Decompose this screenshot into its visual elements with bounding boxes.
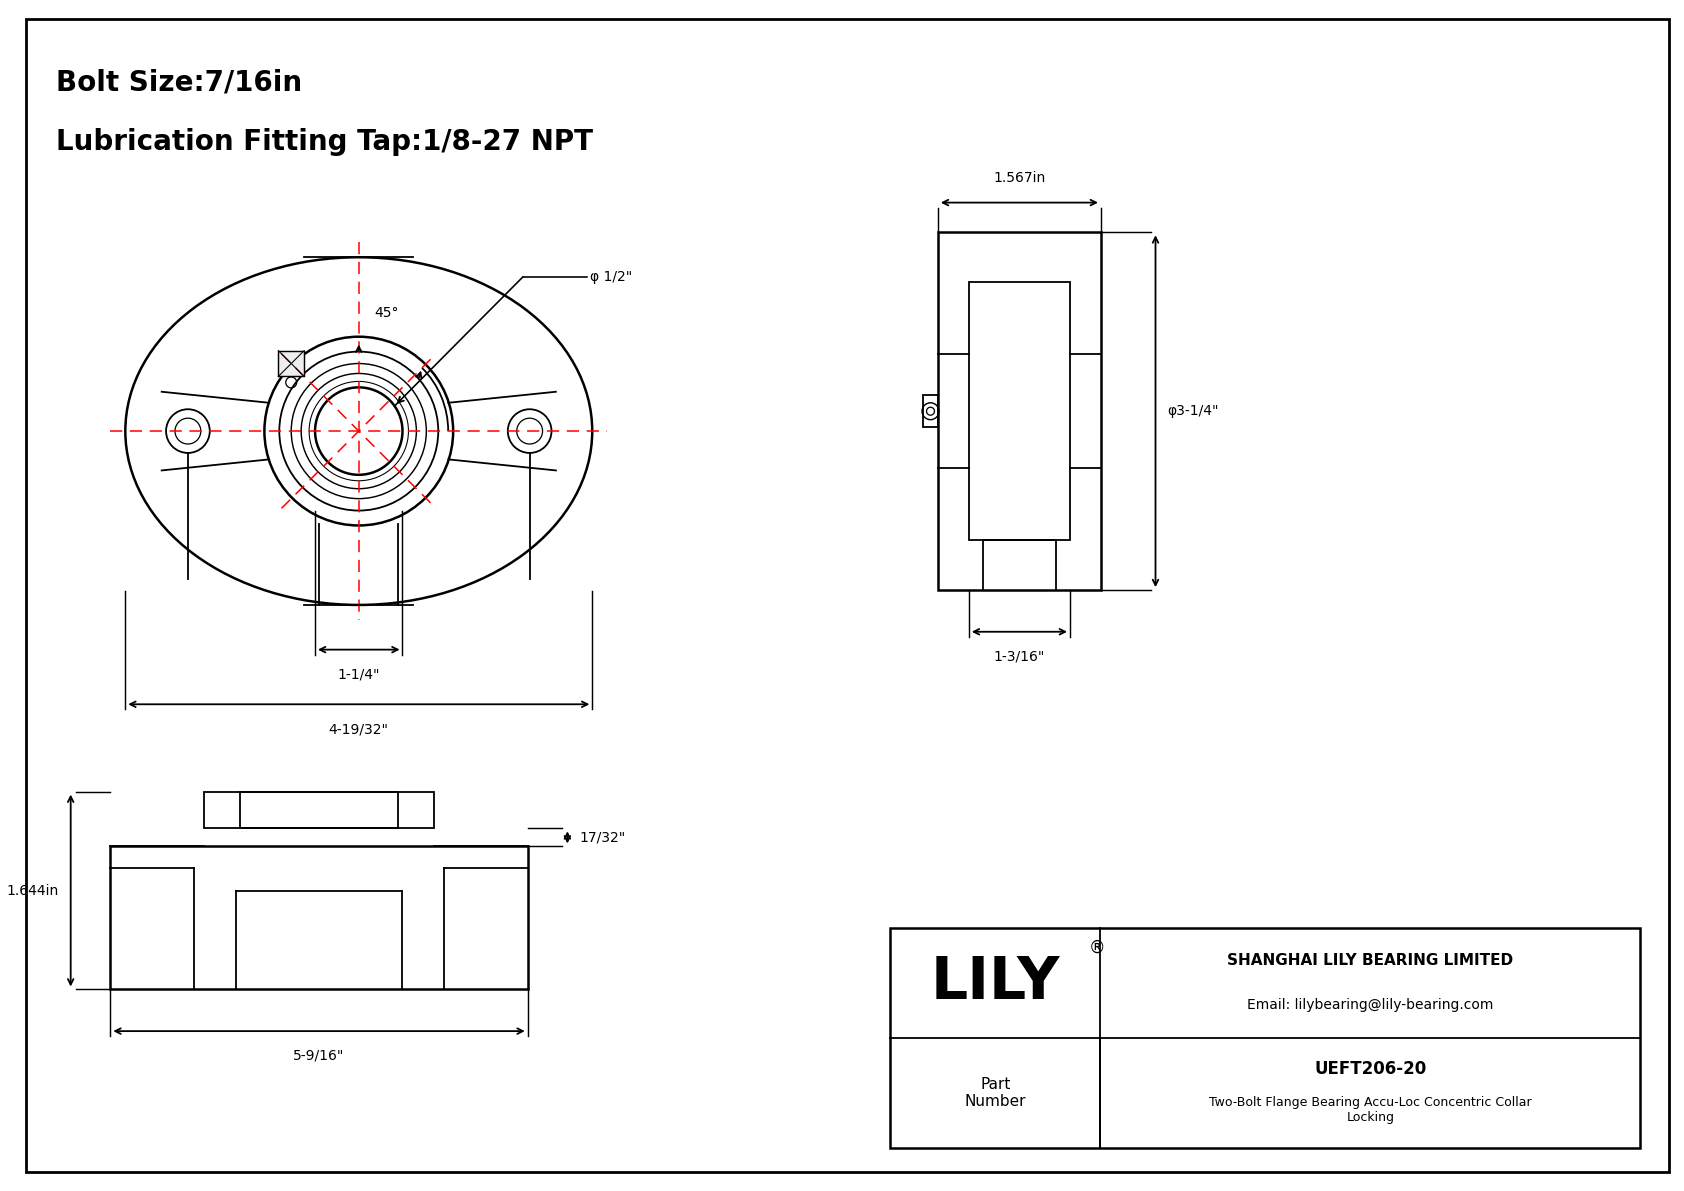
Text: 1.644in: 1.644in bbox=[7, 884, 59, 898]
Text: LILY: LILY bbox=[931, 954, 1059, 1011]
Text: Email: lilybearing@lily-bearing.com: Email: lilybearing@lily-bearing.com bbox=[1248, 998, 1494, 1012]
Text: φ 1/2": φ 1/2" bbox=[591, 270, 633, 285]
Text: 4-19/32": 4-19/32" bbox=[328, 722, 389, 736]
Bar bbox=[923, 395, 938, 428]
Text: Two-Bolt Flange Bearing Accu-Loc Concentric Collar
Locking: Two-Bolt Flange Bearing Accu-Loc Concent… bbox=[1209, 1096, 1531, 1124]
Text: 45°: 45° bbox=[374, 306, 399, 320]
Bar bbox=[239, 792, 399, 829]
Bar bbox=[891, 928, 1640, 1148]
Bar bbox=[204, 792, 434, 829]
Bar bbox=[111, 847, 527, 990]
Text: 1-1/4": 1-1/4" bbox=[337, 667, 381, 681]
Text: φ3-1/4": φ3-1/4" bbox=[1167, 404, 1219, 418]
Text: 1.567in: 1.567in bbox=[994, 170, 1046, 185]
Text: Lubrication Fitting Tap:1/8-27 NPT: Lubrication Fitting Tap:1/8-27 NPT bbox=[56, 129, 593, 156]
Bar bbox=[938, 232, 1101, 590]
Text: Part
Number: Part Number bbox=[965, 1077, 1026, 1109]
Bar bbox=[278, 350, 305, 376]
Text: 5-9/16": 5-9/16" bbox=[293, 1049, 345, 1064]
Text: Bolt Size:7/16in: Bolt Size:7/16in bbox=[56, 69, 301, 96]
Text: ®: ® bbox=[1088, 940, 1105, 958]
Text: 17/32": 17/32" bbox=[579, 830, 625, 844]
Bar bbox=[968, 282, 1069, 540]
Text: UEFT206-20: UEFT206-20 bbox=[1314, 1060, 1426, 1078]
Text: 1-3/16": 1-3/16" bbox=[994, 649, 1046, 663]
Text: SHANGHAI LILY BEARING LIMITED: SHANGHAI LILY BEARING LIMITED bbox=[1228, 953, 1514, 968]
